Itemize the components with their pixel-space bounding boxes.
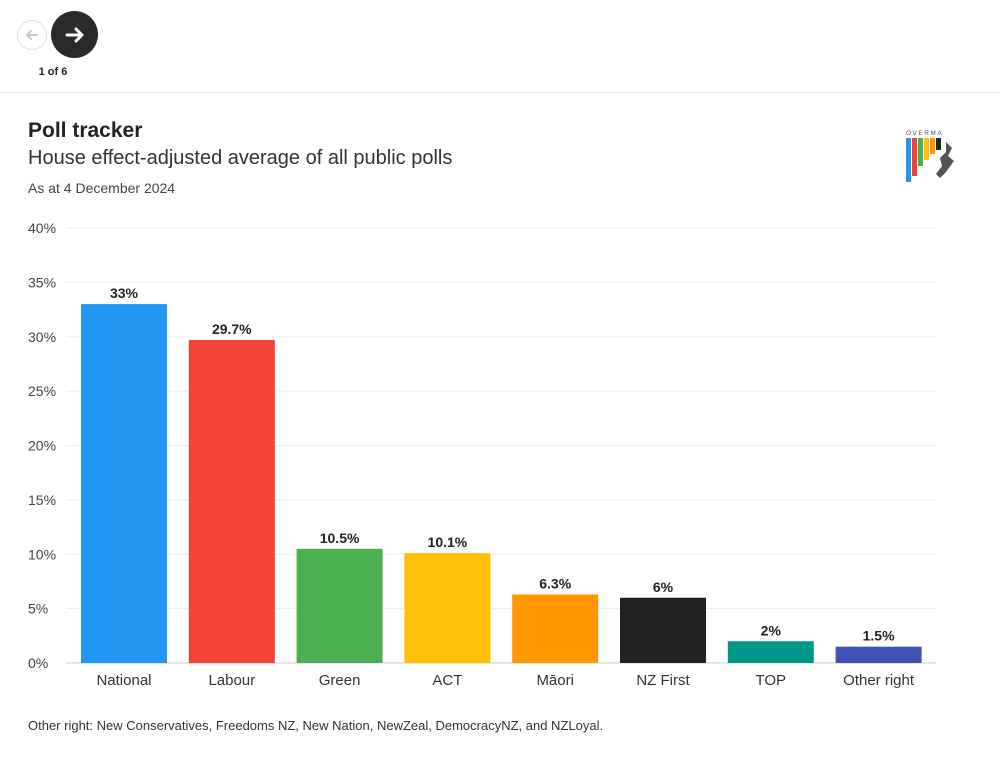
y-tick-label: 35%	[28, 274, 56, 290]
bar	[620, 597, 706, 663]
arrow-right-icon	[65, 27, 83, 42]
x-tick-label: ACT	[432, 672, 462, 689]
bar	[404, 553, 491, 663]
y-tick-label: 0%	[28, 655, 48, 671]
bar	[296, 548, 383, 663]
y-tick-label: 15%	[28, 492, 56, 508]
next-button[interactable]	[51, 11, 98, 58]
x-tick-label: Māori	[536, 672, 574, 689]
y-tick-label: 25%	[28, 383, 56, 399]
slide-navigation: 1 of 6	[0, 0, 1000, 93]
chart-title: Poll tracker	[28, 119, 143, 142]
chart-subtitle: House effect-adjusted average of all pub…	[28, 147, 453, 169]
slide-counter: 1 of 6	[38, 66, 68, 78]
bar	[727, 641, 814, 663]
data-label: 6%	[653, 579, 674, 595]
data-label: 33%	[110, 285, 139, 301]
data-label: 10.1%	[428, 534, 468, 550]
y-tick-label: 10%	[28, 546, 56, 562]
bar	[81, 304, 167, 663]
y-tick-label: 20%	[28, 438, 56, 454]
x-tick-label: Labour	[208, 672, 255, 689]
x-tick-label: Other right	[843, 672, 915, 689]
x-tick-label: TOP	[756, 672, 787, 689]
bar	[835, 646, 922, 663]
data-label: 6.3%	[539, 575, 571, 591]
bar-chart: 0% 5% 10% 15% 20% 25% 30% 35% 40% 33% National 29.…	[28, 220, 936, 689]
bar	[512, 594, 599, 663]
y-tick-label: 30%	[28, 329, 56, 345]
x-tick-label: Green	[319, 672, 361, 689]
y-tick-label: 40%	[28, 220, 56, 236]
overmap-logo-icon: ÖVERMA	[906, 129, 954, 182]
logo-text: ÖVERMA	[906, 129, 943, 137]
y-tick-label: 5%	[28, 601, 48, 617]
footnote: Other right: New Conservatives, Freedoms…	[28, 718, 604, 733]
bar	[188, 340, 275, 663]
previous-button[interactable]	[17, 20, 47, 50]
arrow-left-icon	[26, 30, 38, 40]
x-tick-label: NZ First	[636, 672, 690, 689]
data-label: 29.7%	[212, 321, 252, 337]
data-label: 10.5%	[320, 530, 360, 546]
chart-date-note: As at 4 December 2024	[28, 180, 176, 196]
x-tick-label: National	[96, 672, 151, 689]
data-label: 2%	[761, 622, 782, 638]
data-label: 1.5%	[863, 628, 895, 644]
